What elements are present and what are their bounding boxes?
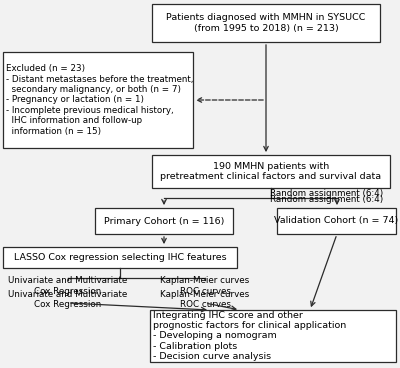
Text: Kaplan-Meier curves
ROC curves: Kaplan-Meier curves ROC curves xyxy=(160,276,250,296)
Text: LASSO Cox regression selecting IHC features: LASSO Cox regression selecting IHC featu… xyxy=(14,253,226,262)
Text: Univariate and Multivariate
Cox Regression: Univariate and Multivariate Cox Regressi… xyxy=(8,276,128,296)
Bar xyxy=(277,208,396,234)
Text: Random assignment (6:4): Random assignment (6:4) xyxy=(270,189,383,198)
Text: Univariate and Multivariate
Cox Regression: Univariate and Multivariate Cox Regressi… xyxy=(8,290,128,309)
Bar xyxy=(152,155,390,188)
Bar xyxy=(3,52,193,148)
Bar xyxy=(95,208,233,234)
Text: Integrating IHC score and other
prognostic factors for clinical application
- De: Integrating IHC score and other prognost… xyxy=(153,311,346,361)
Text: Random assignment (6:4): Random assignment (6:4) xyxy=(270,195,383,205)
Text: Primary Cohort (n = 116): Primary Cohort (n = 116) xyxy=(104,216,224,226)
Text: Validation Cohort (n = 74): Validation Cohort (n = 74) xyxy=(274,216,399,226)
Text: Patients diagnosed with MMHN in SYSUCC
(from 1995 to 2018) (n = 213): Patients diagnosed with MMHN in SYSUCC (… xyxy=(166,13,366,33)
Text: Excluded (n = 23)
- Distant metastases before the treatment,
  secondary maligna: Excluded (n = 23) - Distant metastases b… xyxy=(6,64,193,136)
Text: 190 MMHN patients with
pretreatment clinical factors and survival data: 190 MMHN patients with pretreatment clin… xyxy=(160,162,382,181)
Bar xyxy=(150,310,396,362)
Text: Kaplan-Meier curves
ROC curves: Kaplan-Meier curves ROC curves xyxy=(160,290,250,309)
Bar xyxy=(152,4,380,42)
Bar xyxy=(3,247,237,268)
